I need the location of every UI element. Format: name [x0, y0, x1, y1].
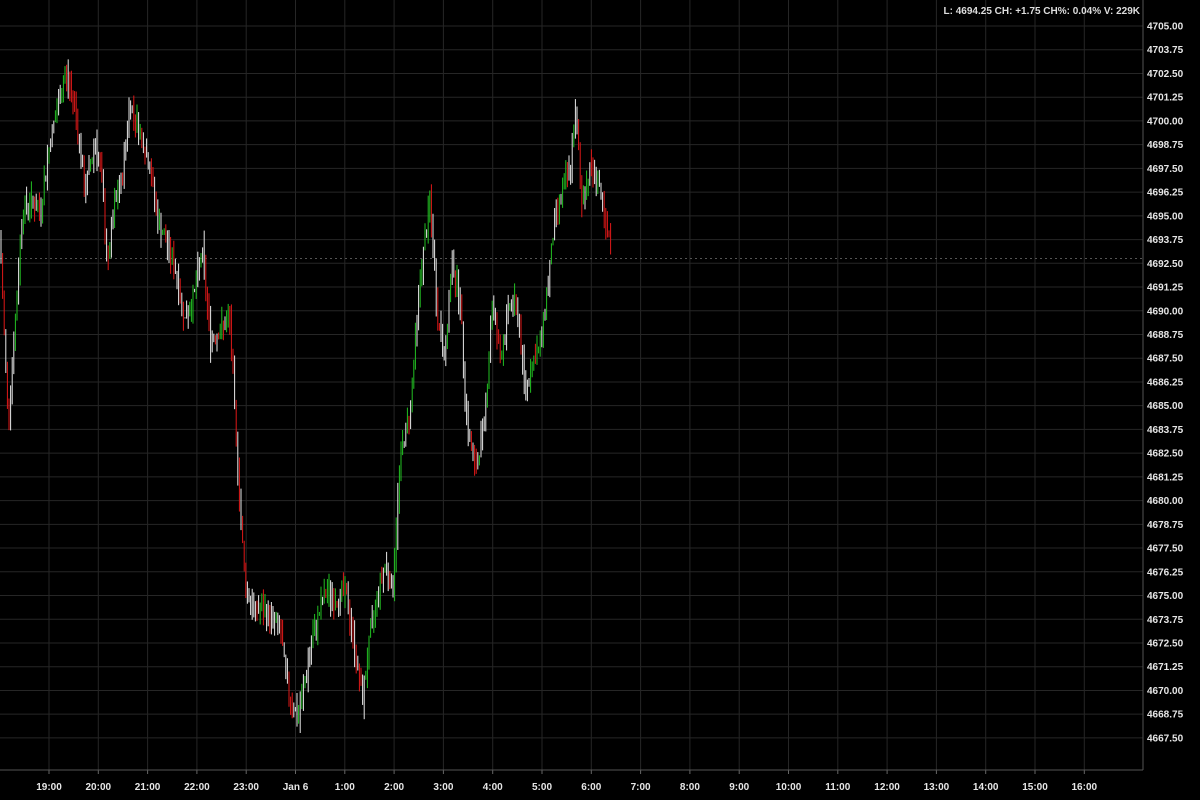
x-tick-label: 5:00: [532, 782, 552, 793]
y-tick-label: 4667.50: [1147, 733, 1184, 744]
y-tick-label: 4672.50: [1147, 638, 1184, 649]
x-tick-label: 10:00: [776, 782, 802, 793]
y-tick-label: 4686.25: [1147, 377, 1184, 388]
x-tick-label: 21:00: [135, 782, 161, 793]
y-tick-label: 4683.75: [1147, 425, 1184, 436]
x-tick-label: 23:00: [233, 782, 259, 793]
y-tick-label: 4692.50: [1147, 259, 1184, 270]
y-tick-label: 4670.00: [1147, 686, 1184, 697]
x-tick-label: 7:00: [631, 782, 651, 793]
y-tick-label: 4701.25: [1147, 93, 1184, 104]
y-tick-label: 4702.50: [1147, 69, 1184, 80]
y-tick-label: 4703.75: [1147, 45, 1184, 56]
x-tick-label: 1:00: [335, 782, 355, 793]
y-tick-label: 4668.75: [1147, 710, 1184, 721]
y-tick-label: 4678.75: [1147, 520, 1184, 531]
y-tick-label: 4673.75: [1147, 615, 1184, 626]
y-tick-label: 4688.75: [1147, 330, 1184, 341]
y-tick-label: 4675.00: [1147, 591, 1184, 602]
y-tick-label: 4695.00: [1147, 211, 1184, 222]
price-bars: [0, 59, 612, 733]
y-tick-label: 4676.25: [1147, 567, 1184, 578]
x-tick-label: Jan 6: [283, 782, 309, 793]
y-tick-label: 4685.00: [1147, 401, 1184, 412]
y-tick-label: 4680.00: [1147, 496, 1184, 507]
y-tick-label: 4690.00: [1147, 306, 1184, 317]
x-tick-label: 11:00: [825, 782, 850, 793]
y-tick-label: 4696.25: [1147, 188, 1184, 199]
y-tick-label: 4697.50: [1147, 164, 1184, 175]
x-tick-label: 16:00: [1072, 782, 1098, 793]
y-tick-label: 4700.00: [1147, 116, 1184, 127]
x-tick-label: 19:00: [36, 782, 62, 793]
x-tick-label: 4:00: [483, 782, 503, 793]
y-tick-label: 4681.25: [1147, 472, 1184, 483]
x-tick-label: 9:00: [729, 782, 749, 793]
x-tick-label: 8:00: [680, 782, 700, 793]
y-axis: 4705.00 4703.75 4702.50 4701.25 4700.00 4698.…: [1142, 0, 1184, 770]
status-readout: L: 4694.25 CH: +1.75 CH%: 0.04% V: 229K: [943, 6, 1140, 17]
y-tick-label: 4698.75: [1147, 140, 1184, 151]
x-tick-label: 20:00: [86, 782, 112, 793]
x-tick-label: 13:00: [924, 782, 950, 793]
x-tick-label: 14:00: [973, 782, 999, 793]
x-tick-label: 22:00: [184, 782, 210, 793]
y-tick-label: 4687.50: [1147, 354, 1184, 365]
y-tick-label: 4705.00: [1147, 22, 1184, 33]
x-tick-label: 15:00: [1022, 782, 1048, 793]
x-tick-label: 2:00: [384, 782, 404, 793]
y-tick-label: 4671.25: [1147, 662, 1184, 673]
x-axis: 19:00 20:00 21:00 22:00 23:00 Jan 6 1:00 2:00 3:…: [0, 769, 1143, 793]
x-tick-label: 3:00: [433, 782, 453, 793]
grid: [0, 0, 1143, 770]
y-tick-label: 4693.75: [1147, 235, 1184, 246]
y-tick-label: 4691.25: [1147, 283, 1184, 294]
x-tick-label: 12:00: [874, 782, 900, 793]
x-tick-label: 6:00: [581, 782, 601, 793]
y-tick-label: 4682.50: [1147, 449, 1184, 460]
y-tick-label: 4677.50: [1147, 544, 1184, 555]
